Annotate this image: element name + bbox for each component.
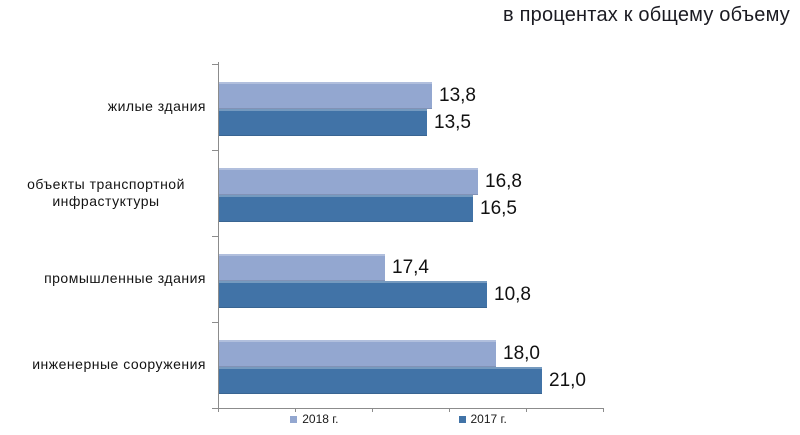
bar-2017	[219, 109, 427, 136]
category-label: промышленные здания	[0, 236, 206, 322]
legend-item: 2018 г.	[290, 412, 339, 426]
x-axis-tick	[603, 408, 604, 412]
legend-swatch	[290, 415, 298, 423]
legend-label: 2018 г.	[302, 412, 339, 426]
value-label: 18,0	[503, 343, 540, 364]
x-axis-tick	[449, 408, 450, 412]
bar-2018	[219, 254, 385, 281]
value-label: 13,5	[434, 112, 471, 133]
category-label: инженерные сооружения	[0, 322, 206, 408]
bar-2017	[219, 195, 473, 222]
bar-2018	[219, 340, 496, 367]
y-axis-tick	[212, 64, 218, 65]
bar-2018	[219, 168, 478, 195]
x-axis-tick	[372, 408, 373, 412]
y-axis-tick	[212, 236, 218, 237]
value-label: 21,0	[549, 370, 586, 391]
category-label-text: объекты транспортной инфрастуктуры	[27, 175, 185, 210]
x-axis-tick	[295, 408, 296, 412]
bar-2017	[219, 367, 542, 394]
category-label: жилые здания	[0, 64, 206, 150]
value-label: 17,4	[392, 257, 429, 278]
bar-2018	[219, 82, 432, 109]
legend-item: 2017 г.	[458, 412, 507, 426]
x-axis-tick	[526, 408, 527, 412]
chart-title: в процентах к общему объему	[503, 4, 790, 26]
x-axis-line	[218, 408, 604, 409]
chart-legend: 2018 г. 2017 г.	[206, 412, 591, 426]
x-axis-tick	[218, 408, 219, 412]
y-axis-tick	[212, 322, 218, 323]
value-label: 16,8	[485, 171, 522, 192]
value-label: 13,8	[439, 85, 476, 106]
category-label-text: жилые здания	[107, 98, 206, 115]
legend-label: 2017 г.	[470, 412, 507, 426]
value-label: 10,8	[494, 284, 531, 305]
category-label: объекты транспортной инфрастуктуры	[0, 150, 206, 236]
y-axis-line	[218, 62, 219, 408]
bar-2017	[219, 281, 487, 308]
y-axis-tick	[212, 408, 218, 409]
legend-swatch	[458, 415, 466, 423]
value-label: 16,5	[480, 198, 517, 219]
category-label-text: промышленные здания	[44, 270, 206, 287]
y-axis-tick	[212, 150, 218, 151]
category-label-text: инженерные сооружения	[32, 356, 206, 373]
